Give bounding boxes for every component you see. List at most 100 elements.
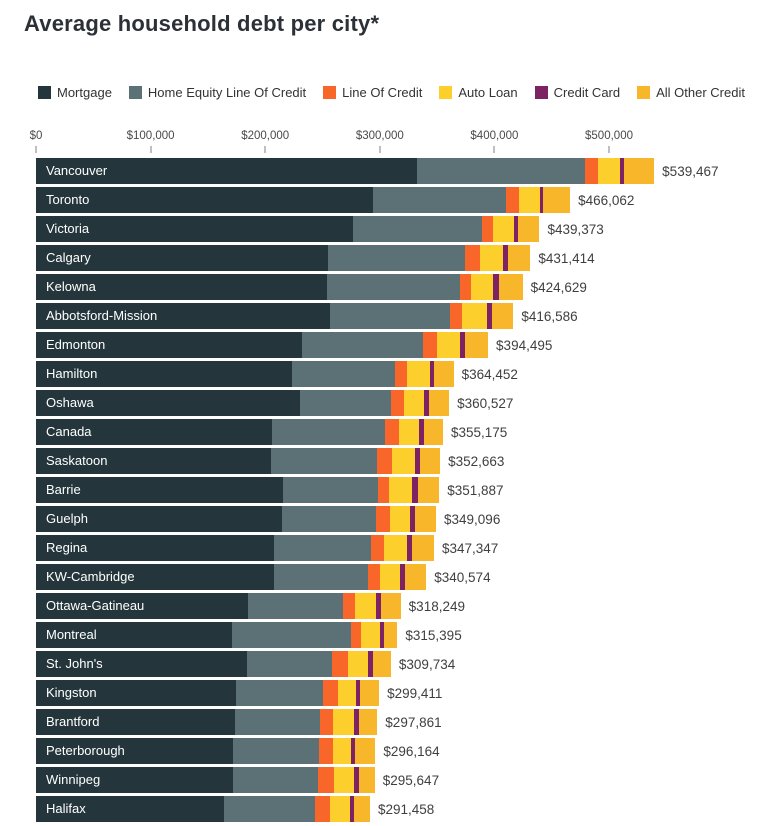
bar-segment-all-other-credit: [433, 361, 454, 387]
legend-swatch-icon: [128, 86, 142, 99]
bar-total-label: $315,395: [405, 627, 462, 643]
bar-segment-auto-loan: [332, 709, 355, 735]
bar-segment-auto-loan: [333, 738, 351, 764]
bar-total-label: $340,574: [434, 569, 491, 585]
stacked-bar: Victoria: [36, 216, 540, 242]
bar-row: Brantford $297,861: [36, 709, 783, 735]
bar-segment-auto-loan: [518, 187, 540, 213]
stacked-bar: Peterborough: [36, 738, 376, 764]
x-axis-tick-label: $100,000: [126, 130, 175, 142]
bar-segment-home-equity-line-of-credit: [292, 361, 396, 387]
stacked-bar: Winnipeg: [36, 767, 375, 793]
bar-segment-line-of-credit: [450, 303, 462, 329]
stacked-bar: Kingston: [36, 680, 380, 706]
bar-segment-home-equity-line-of-credit: [282, 477, 378, 503]
bar-segment-all-other-credit: [355, 738, 376, 764]
legend-swatch-icon: [439, 86, 453, 99]
bar-segment-all-other-credit: [428, 390, 450, 416]
bar-segment-credit-card: [429, 361, 434, 387]
bar-segment-line-of-credit: [376, 506, 390, 532]
legend-swatch-icon: [38, 86, 51, 99]
bar-segment-all-other-credit: [465, 332, 489, 358]
bar-row: Oshawa $360,527: [36, 390, 783, 416]
bar-rows: Vancouver $539,467 Toronto $466,062 Victoria…: [36, 158, 783, 822]
x-axis-tick: [608, 146, 610, 153]
bar-segment-all-other-credit: [420, 448, 441, 474]
x-axis-tick: [379, 146, 381, 153]
bar-segment-credit-card: [354, 709, 359, 735]
bar-segment-credit-card: [424, 390, 429, 416]
bar-segment-mortgage: [36, 274, 328, 300]
bar-segment-auto-loan: [493, 216, 514, 242]
bar-segment-line-of-credit: [376, 448, 392, 474]
bar-segment-auto-loan: [361, 622, 380, 648]
bar-row: Hamilton $364,452: [36, 361, 783, 387]
x-axis: $0 $100,000 $200,000 $300,000 $400,000 $500,0…: [30, 130, 783, 158]
stacked-bar: Abbotsford-Mission: [36, 303, 514, 329]
bar-row: Winnipeg $295,647: [36, 767, 783, 793]
bar-segment-all-other-credit: [360, 680, 380, 706]
bar-segment-line-of-credit: [584, 158, 599, 184]
bar-segment-home-equity-line-of-credit: [281, 506, 377, 532]
bar-segment-line-of-credit: [371, 535, 384, 561]
legend-label: All Other Credit: [656, 85, 745, 100]
bar-segment-mortgage: [36, 680, 237, 706]
bar-segment-line-of-credit: [318, 738, 334, 764]
bar-segment-auto-loan: [598, 158, 621, 184]
bar-row: Peterborough $296,164: [36, 738, 783, 764]
bar-segment-home-equity-line-of-credit: [271, 448, 377, 474]
bar-segment-line-of-credit: [423, 332, 437, 358]
bar-segment-credit-card: [539, 187, 543, 213]
bar-segment-mortgage: [36, 506, 282, 532]
legend-label: Home Equity Line Of Credit: [147, 85, 307, 100]
bar-row: Edmonton $394,495: [36, 332, 783, 358]
bar-total-label: $364,452: [461, 366, 518, 382]
bar-segment-home-equity-line-of-credit: [231, 622, 352, 648]
bar-segment-mortgage: [36, 303, 330, 329]
bar-segment-mortgage: [36, 245, 328, 271]
bar-row: Montreal $315,395: [36, 622, 783, 648]
x-axis-tick: [150, 146, 152, 153]
bar-row: Guelph $349,096: [36, 506, 783, 532]
legend-item-line-of-credit: Line Of Credit: [323, 85, 422, 100]
bar-total-label: $347,347: [442, 540, 499, 556]
bar-segment-auto-loan: [388, 477, 412, 503]
x-axis-tick: [493, 146, 495, 153]
bar-total-label: $439,373: [547, 221, 604, 237]
bar-row: KW-Cambridge $340,574: [36, 564, 783, 590]
bar-segment-mortgage: [36, 390, 300, 416]
bar-segment-home-equity-line-of-credit: [232, 767, 318, 793]
bar-segment-mortgage: [36, 187, 374, 213]
bar-total-label: $466,062: [578, 192, 635, 208]
bar-total-label: $349,096: [444, 511, 501, 527]
bar-segment-auto-loan: [333, 767, 354, 793]
stacked-bar: Vancouver: [36, 158, 655, 184]
bar-segment-home-equity-line-of-credit: [273, 535, 372, 561]
bar-segment-credit-card: [376, 593, 381, 619]
bar-segment-line-of-credit: [482, 216, 493, 242]
bar-total-label: $539,467: [662, 163, 719, 179]
bar-segment-credit-card: [351, 738, 356, 764]
legend-label: Mortgage: [57, 85, 112, 100]
bar-segment-home-equity-line-of-credit: [352, 216, 482, 242]
bar-segment-mortgage: [36, 767, 233, 793]
bar-segment-credit-card: [356, 680, 361, 706]
bar-segment-mortgage: [36, 477, 283, 503]
x-axis-tick: [264, 146, 266, 153]
bar-segment-line-of-credit: [332, 651, 349, 677]
bar-row: Ottawa-Gatineau $318,249: [36, 593, 783, 619]
bar-segment-mortgage: [36, 593, 248, 619]
bar-segment-line-of-credit: [315, 796, 331, 822]
bar-segment-line-of-credit: [319, 709, 333, 735]
stacked-bar: Oshawa: [36, 390, 450, 416]
bar-segment-mortgage: [36, 651, 247, 677]
bar-segment-auto-loan: [406, 361, 430, 387]
bar-segment-line-of-credit: [367, 564, 380, 590]
bar-segment-all-other-credit: [417, 477, 440, 503]
bar-segment-credit-card: [486, 303, 492, 329]
bar-segment-line-of-credit: [395, 361, 407, 387]
bar-row: Toronto $466,062: [36, 187, 783, 213]
bar-segment-mortgage: [36, 622, 232, 648]
bar-segment-mortgage: [36, 158, 418, 184]
bar-segment-home-equity-line-of-credit: [273, 564, 368, 590]
